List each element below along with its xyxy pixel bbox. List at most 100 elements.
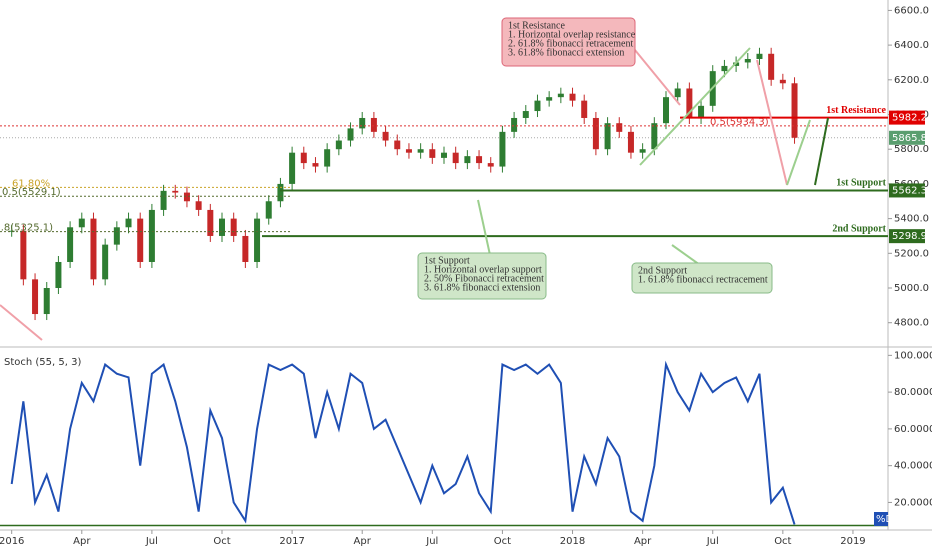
y-tick-label: 6600.0 [894,5,929,16]
candle-body [779,79,786,84]
fib-label: 61.80% [12,178,50,189]
candle-body [639,149,646,153]
x-tick-label: 2018 [560,536,585,547]
candle-body [721,65,728,72]
candle-body [78,218,85,228]
candle-body [487,163,494,167]
candle-body [43,288,50,315]
y-tick-label: 100.0000 [894,350,932,361]
annotation-line: 1. Horizontal overlap resistance [508,29,636,40]
candle-body [160,190,167,210]
candle-body [394,140,401,150]
annotation-box [631,262,773,294]
x-tick-label: Oct [213,536,230,547]
candle-body [183,192,190,202]
candle-body [20,230,27,280]
candle-body [102,244,109,280]
arrow [477,199,491,256]
candle-body [663,97,669,124]
candle-body [242,235,249,262]
candle-body [674,88,681,98]
candle-body [499,131,506,167]
annotation-line: 3. 61.8% fibonacci extension [508,47,624,58]
candle-body [148,209,155,262]
candle-body [90,218,97,280]
candle-body [324,149,331,167]
candle-body [522,111,529,118]
candle-body [441,152,447,158]
annotation-title: 1st Support [424,255,470,266]
annotation-box [417,252,547,300]
arrow [639,47,751,166]
candle-body [616,123,623,132]
candle-body [265,201,272,219]
candle-body [55,261,62,289]
x-tick-label: Apr [354,536,372,547]
level-box [889,229,925,244]
fib-label: 0.5(5529.1) [2,187,61,198]
fib-label: 0.5(5934.3) [710,117,769,128]
annotation-line: 3. 61.8% fibonacci extension [424,282,540,293]
annotation-line: 2. 50% Fibonacci retracement [424,273,544,284]
y-tick-label: 5400.0 [894,214,929,225]
candle-body [8,230,15,232]
x-tick-label: Jul [425,536,438,547]
legend-label: %D [876,514,894,525]
level-name: 1st Support [836,178,886,189]
x-tick-label: 2016 [0,536,24,547]
annotation-title: 1st Resistance [508,20,565,31]
candle-body [686,88,693,118]
candle-body [698,105,705,118]
y-tick-label: 60.0000 [894,424,932,435]
candle-body [546,97,553,101]
candle-body [429,149,436,158]
candle-body [592,117,599,150]
annotation-line: 1. Horizontal overlap support [424,264,542,275]
candle-body [125,218,132,228]
candle-body [230,218,237,236]
candle-body [300,152,307,164]
candle-body [207,209,214,236]
fib-label: 61.8(5325.1) [0,223,53,234]
indicator-title: Stoch (55, 5, 3) [4,357,81,368]
y-tick-label: 6200.0 [894,75,929,86]
candle-body [312,163,319,167]
x-tick-label: Apr [73,536,91,547]
x-tick-label: Oct [494,536,511,547]
candle-body [382,131,389,141]
arrow [0,304,43,341]
level-box [889,183,925,198]
y-tick-label: 20.0000 [894,497,932,508]
candle-body [768,53,775,80]
arrow [756,59,788,186]
candle-body [347,128,354,141]
x-tick-label: Apr [634,536,652,547]
candle-body [452,152,459,164]
level-label: 5982.2 [892,113,927,124]
candle-body [137,218,144,262]
candle-body [464,156,471,164]
candle-body [113,227,120,245]
candle-body [791,83,798,138]
candle-body [581,100,588,118]
x-tick-label: 2017 [279,536,304,547]
candle-body [195,201,202,210]
candle-body [172,190,179,193]
candle-body [254,218,261,262]
indicator-line [10,360,796,525]
annotation-line: 2. 61.8% fibonacci retracement [508,38,633,49]
level-name: 1st Resistance [826,105,886,116]
annotation-title: 2nd Support [638,265,687,276]
legend-box [874,512,888,526]
last-price-label: 5865.8 [892,133,927,144]
candle-body [569,93,576,101]
arrow [786,119,811,186]
candle-body [744,58,751,63]
x-tick-label: Jul [145,536,158,547]
candle-body [511,117,518,132]
level-name: 2nd Support [832,223,886,234]
arrow [671,244,701,266]
y-tick-label: 40.0000 [894,461,932,472]
y-tick-label: 5200.0 [894,248,929,259]
